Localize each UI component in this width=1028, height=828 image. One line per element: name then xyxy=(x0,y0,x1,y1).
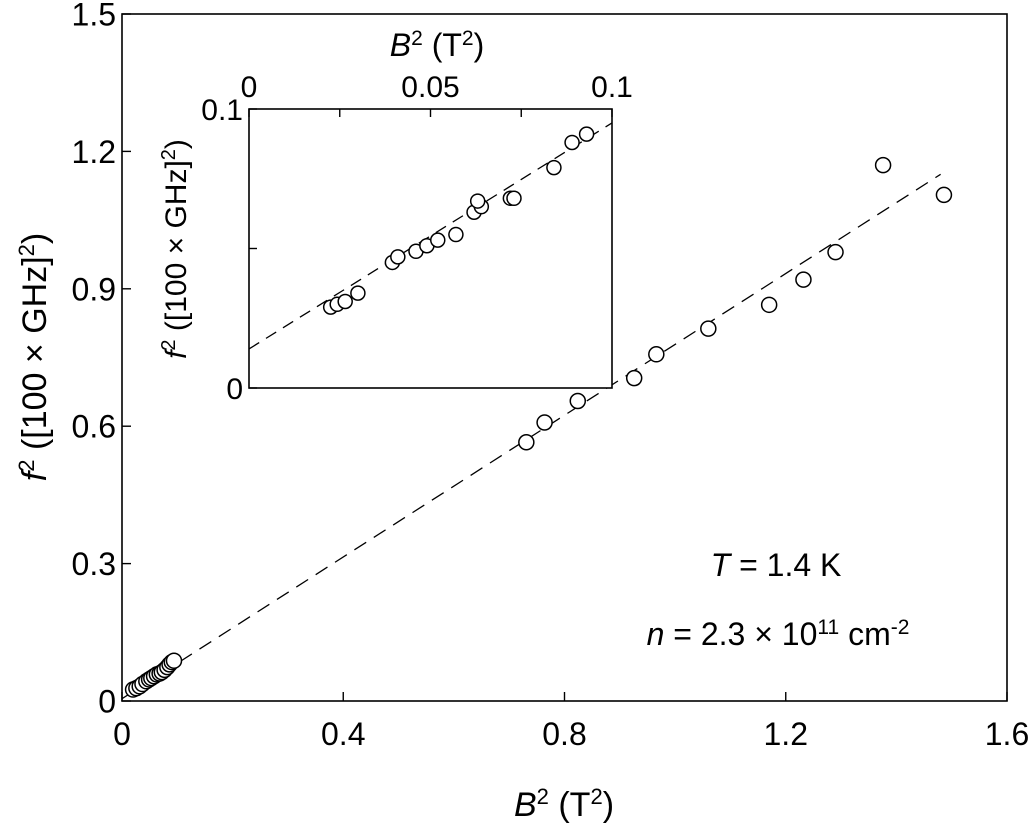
main-data-point xyxy=(874,156,892,174)
inset-x-tick-label: 0.1 xyxy=(591,71,633,104)
main-plot: 0 0.4 0.8 1.2 1.6 0 0.3 0.6 0.9 1.2 1.5 B2 (T2) f… xyxy=(14,0,1028,824)
inset-y-axis-label: f2 ([100 × GHz]2) xyxy=(158,139,193,359)
inset-data-point xyxy=(506,190,522,207)
inset-x-ticks: 0 0.05 0.1 xyxy=(241,71,633,117)
main-y-tick-label: 1.5 xyxy=(72,0,116,33)
main-x-tick-label: 1.2 xyxy=(764,716,808,752)
main-y-axis-label: f2 ([100 × GHz]2) xyxy=(14,233,55,481)
main-data-points xyxy=(124,156,953,698)
main-x-tick-label: 0.4 xyxy=(321,716,365,752)
main-data-point xyxy=(827,243,844,261)
inset-data-points xyxy=(322,126,595,315)
main-data-point xyxy=(569,392,587,410)
main-data-point xyxy=(795,271,812,288)
inset-data-point xyxy=(546,159,562,176)
main-data-point xyxy=(165,652,183,669)
main-data-point xyxy=(518,433,535,451)
main-x-axis-label: B2 (T2) xyxy=(514,784,614,825)
main-x-ticks: 0 0.4 0.8 1.2 1.6 xyxy=(113,692,1028,752)
density-annotation: n = 2.3 × 1011 cm-2 xyxy=(647,616,910,653)
inset-x-tick-label: 0 xyxy=(241,71,258,104)
inset-data-point xyxy=(337,293,353,310)
main-data-point xyxy=(536,414,553,431)
inset-y-tick-label: 0.1 xyxy=(201,94,243,127)
main-data-point xyxy=(935,186,953,204)
inset-x-tick-label: 0.05 xyxy=(401,71,459,104)
main-data-point xyxy=(700,320,717,337)
main-y-tick-label: 0.6 xyxy=(72,409,116,445)
inset-plot: 0 0.05 0.1 00.1 B2 (T2) f2 ([100 × GHz]2) xyxy=(158,27,633,406)
main-x-tick-label: 0 xyxy=(113,716,131,752)
main-y-tick-label: 0 xyxy=(98,684,116,720)
main-y-ticks: 0 0.3 0.6 0.9 1.2 1.5 xyxy=(72,0,131,720)
inset-data-point xyxy=(448,226,464,243)
inset-fit-segment xyxy=(248,122,613,350)
main-data-point xyxy=(760,296,778,314)
inset-y-tick-label: 0 xyxy=(226,373,243,406)
main-y-tick-label: 0.9 xyxy=(72,271,116,307)
main-y-tick-label: 1.2 xyxy=(72,134,116,170)
inset-data-point xyxy=(350,285,366,301)
inset-data-point xyxy=(564,134,580,151)
main-data-point xyxy=(625,369,643,387)
main-x-tick-label: 0.8 xyxy=(542,716,586,752)
main-data-point xyxy=(648,346,665,363)
inset-data-point xyxy=(578,126,595,142)
inset-fit-line xyxy=(248,122,613,350)
inset-data-point xyxy=(430,232,446,248)
inset-x-axis-label: B2 (T2) xyxy=(390,27,484,64)
inset-data-point xyxy=(469,193,486,209)
main-x-tick-label: 1.6 xyxy=(985,716,1028,752)
main-y-tick-label: 0.3 xyxy=(72,546,116,582)
inset-data-point xyxy=(390,249,406,265)
temperature-annotation: T = 1.4 K xyxy=(711,547,842,583)
inset-y-ticks: 00.1 xyxy=(201,94,257,406)
